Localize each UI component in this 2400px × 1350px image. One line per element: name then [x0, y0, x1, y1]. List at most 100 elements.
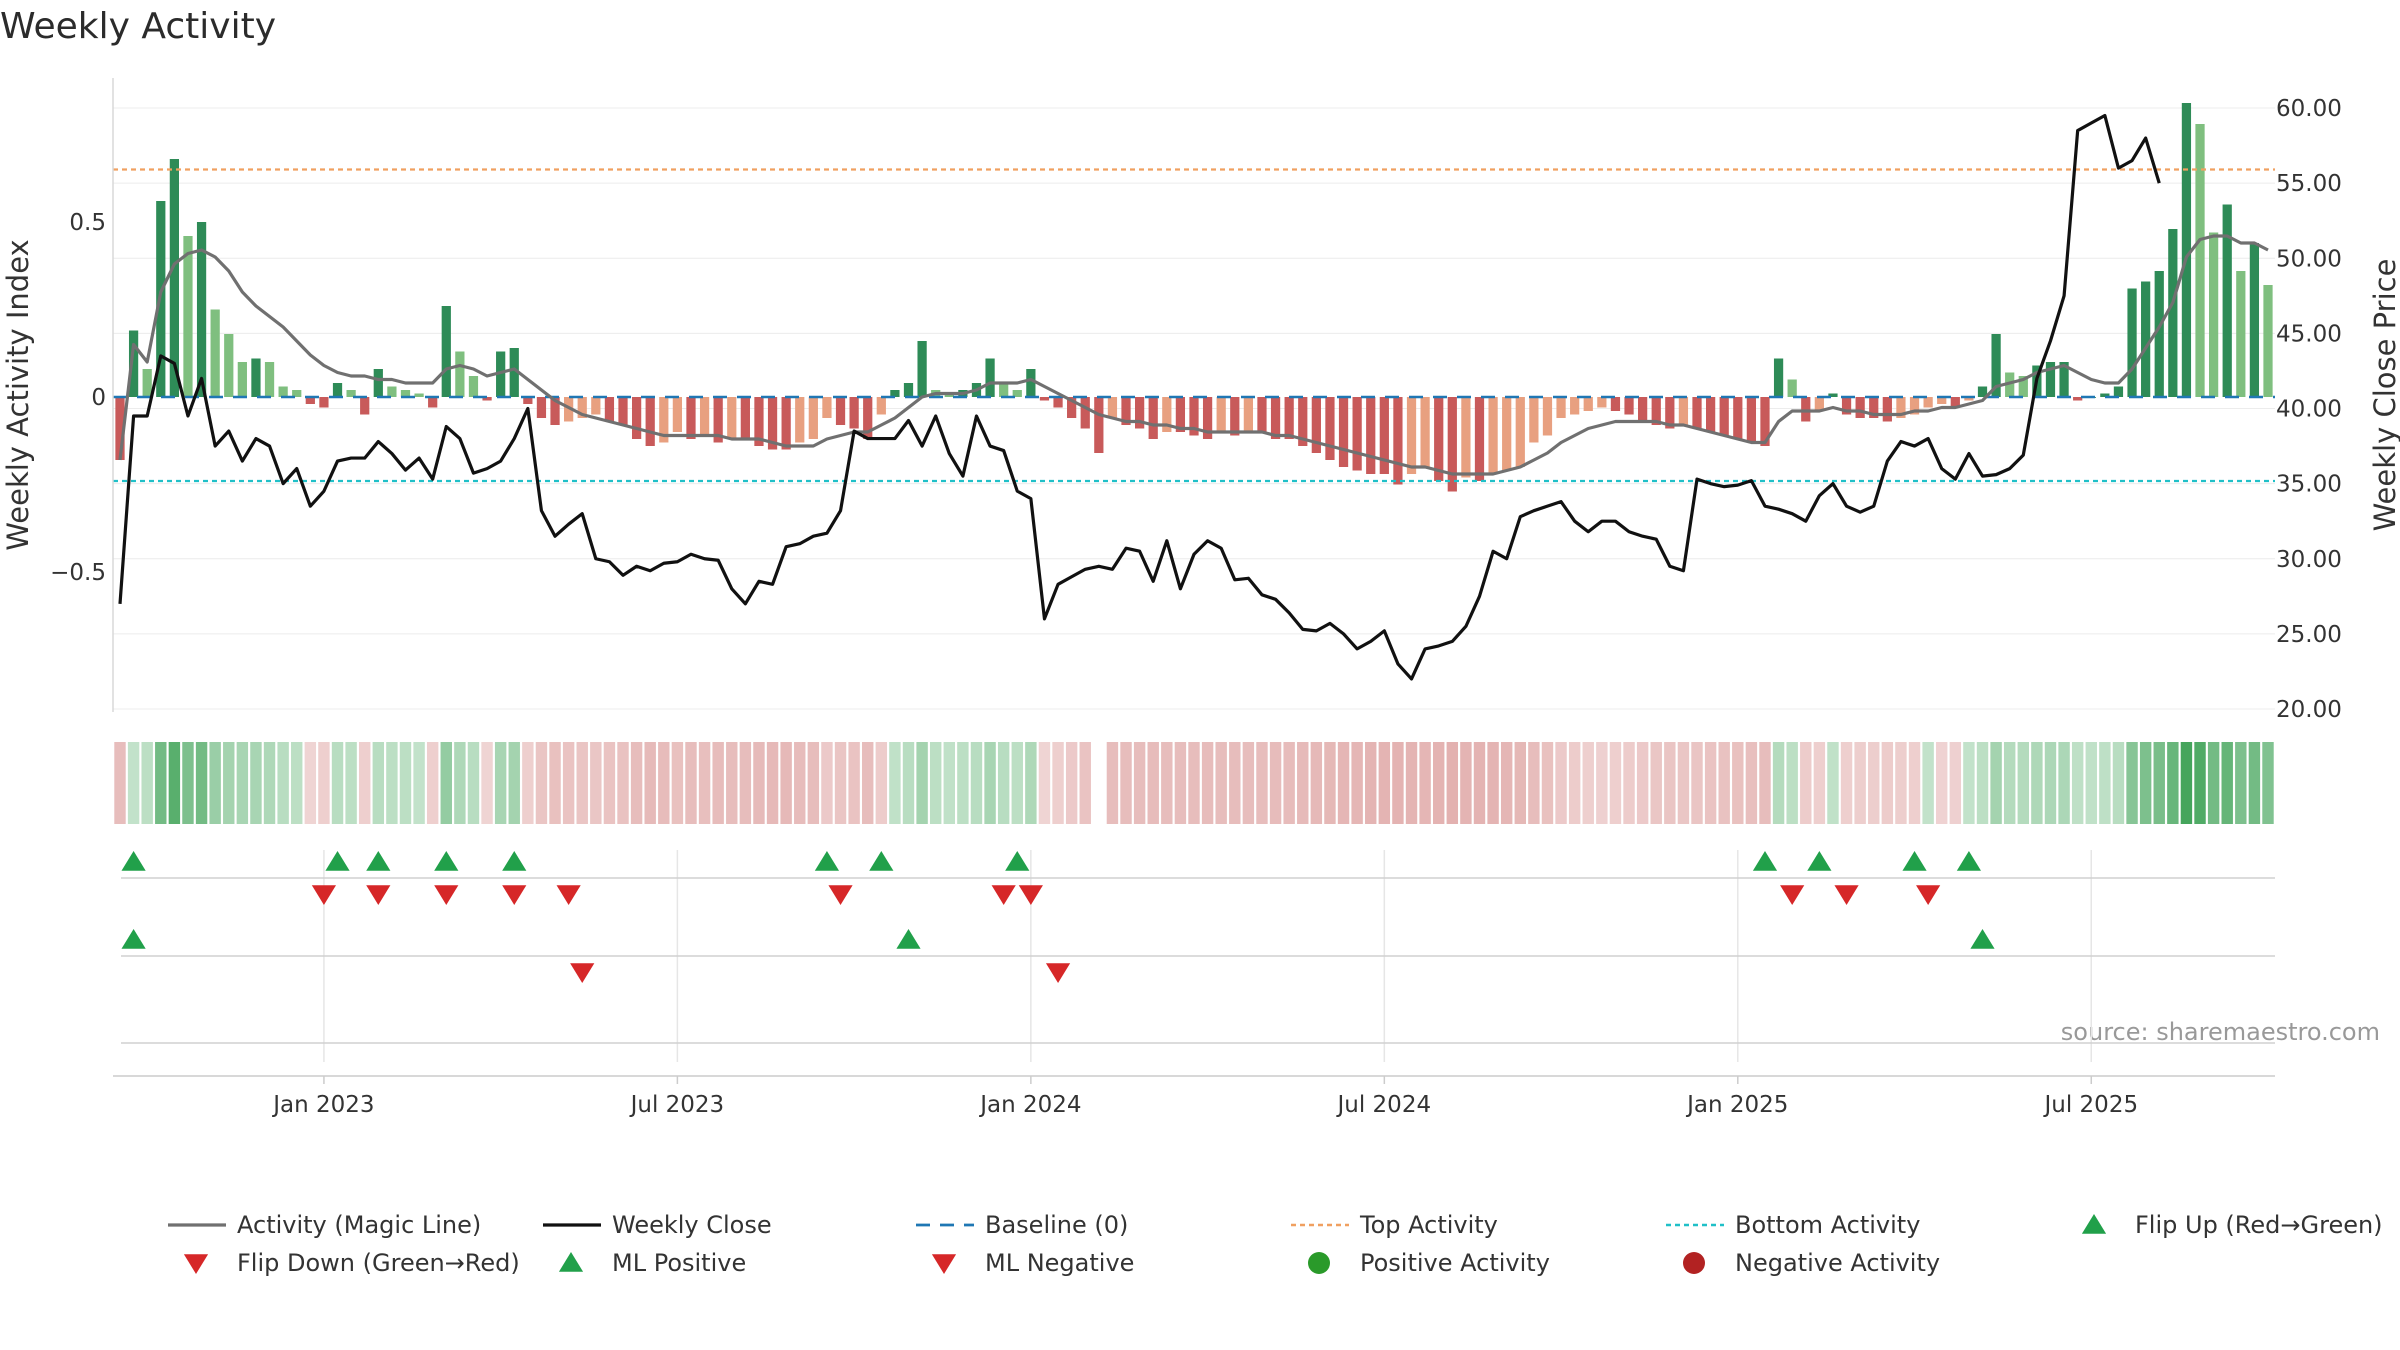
flip-up-marker	[121, 851, 146, 871]
activity-bar	[1882, 397, 1892, 422]
heat-cell	[753, 742, 765, 824]
activity-bar	[577, 397, 587, 418]
heat-cell	[2126, 742, 2138, 824]
activity-bar	[1746, 397, 1757, 443]
heat-cell	[1840, 742, 1853, 824]
activity-bar	[1869, 397, 1879, 418]
activity-bar	[822, 397, 832, 418]
heat-cell	[576, 742, 588, 824]
heat-cell	[522, 742, 534, 824]
heat-cell	[1528, 742, 1540, 824]
heat-cell	[617, 742, 629, 824]
heat-cell	[549, 742, 561, 824]
activity-bar	[917, 341, 927, 397]
right-tick-label: 35.00	[2276, 472, 2342, 498]
activity-bar	[332, 383, 343, 397]
activity-bar	[536, 397, 547, 418]
heat-cell	[236, 742, 249, 824]
flip-down-marker	[556, 885, 581, 905]
heat-cell	[1732, 742, 1744, 824]
legend-label: Negative Activity	[1735, 1249, 1940, 1277]
activity-bar	[128, 330, 139, 397]
heat-cell	[1242, 742, 1255, 824]
right-tick-label: 20.00	[2276, 697, 2342, 723]
activity-bar	[1366, 397, 1376, 474]
activity-bar	[142, 369, 152, 397]
legend-label: Top Activity	[1359, 1211, 1498, 1239]
x-tick-label: Jul 2024	[1335, 1092, 1431, 1118]
activity-bar	[1230, 397, 1240, 436]
legend-item-top: Top Activity	[1291, 1211, 1498, 1239]
activity-bar	[278, 386, 288, 397]
right-tick-label: 40.00	[2276, 397, 2342, 423]
activity-bar	[414, 393, 424, 397]
heat-cell	[182, 742, 194, 824]
heat-cell	[331, 742, 344, 824]
legend-item-mlpos: ML Positive	[558, 1249, 746, 1277]
magic-line-series	[118, 234, 2269, 476]
activity-bar	[319, 397, 329, 408]
activity-bar	[1216, 397, 1226, 432]
legend-swatch-up-triangle	[2081, 1214, 2107, 1234]
heat-cell	[1813, 742, 1826, 824]
flip-up-marker	[814, 851, 840, 871]
heat-cell	[386, 742, 398, 824]
activity-bar	[292, 390, 302, 397]
activity-bar	[849, 397, 859, 429]
activity-bar	[591, 397, 601, 415]
heat-cell	[345, 742, 357, 824]
activity-bar	[1202, 397, 1213, 439]
activity-bar	[1175, 397, 1186, 432]
flip-down-marker	[1834, 885, 1859, 905]
heat-cell	[1161, 742, 1173, 824]
heat-cell	[1147, 742, 1159, 824]
left-tick-label: 0	[91, 385, 106, 411]
heat-cell	[2262, 742, 2274, 824]
heat-cell	[1704, 742, 1717, 824]
activity-bar	[264, 362, 275, 397]
activity-bar	[835, 397, 846, 425]
activity-bar	[1583, 397, 1593, 411]
activity-bar	[523, 397, 533, 404]
legend-item-magic: Activity (Magic Line)	[168, 1211, 481, 1239]
heat-cell	[467, 742, 480, 824]
right-tick-label: 45.00	[2276, 321, 2342, 347]
activity-bar	[1923, 397, 1933, 408]
activity-bar	[496, 351, 506, 397]
activity-bar	[985, 358, 995, 397]
activity-bar	[2168, 229, 2178, 397]
activity-bar	[876, 397, 886, 415]
flip-down-marker	[366, 885, 391, 905]
x-tick-label: Jul 2023	[629, 1092, 725, 1118]
weekly-close-series	[118, 113, 2161, 681]
activity-bar	[2249, 243, 2260, 397]
heat-cell	[318, 742, 330, 824]
heat-cell	[1065, 742, 1078, 824]
heat-cell	[1473, 742, 1486, 824]
activity-bar	[373, 369, 383, 397]
flip-up-marker	[1807, 851, 1832, 871]
heat-cell	[1229, 742, 1241, 824]
heat-cell	[1895, 742, 1907, 824]
activity-bar	[1352, 397, 1362, 471]
activity-bar	[944, 393, 954, 397]
activity-bar	[890, 390, 900, 397]
legend-label: ML Negative	[985, 1249, 1134, 1277]
activity-bar	[251, 358, 261, 397]
heat-cell	[2003, 742, 2016, 824]
legend-label: Weekly Close	[612, 1211, 772, 1239]
heat-cell	[1215, 742, 1227, 824]
series-lines	[113, 113, 2275, 681]
heat-cell	[2139, 742, 2152, 824]
heat-cell	[277, 742, 289, 824]
activity-bar	[1325, 397, 1335, 460]
heat-cell	[1623, 742, 1635, 824]
heat-cell	[1759, 742, 1771, 824]
heat-cell	[1976, 742, 1989, 824]
activity-bar	[224, 334, 234, 397]
right-tick-label: 55.00	[2276, 171, 2342, 197]
heat-cell	[2221, 742, 2233, 824]
activity-bar	[686, 397, 696, 439]
activity-bar	[903, 383, 914, 397]
activity-bar	[2073, 397, 2083, 401]
